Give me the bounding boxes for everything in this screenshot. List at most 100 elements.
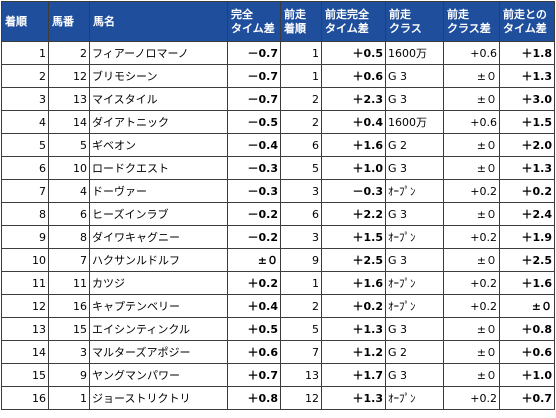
prev-rank-cell: 5 (280, 156, 322, 180)
table-row: 13 15 エイシンティンクル ＋0.5 5 ＋1.3 G 3 ±０ ＋0.8 (1, 317, 555, 341)
time-diff-cell: －0.3 (227, 156, 281, 180)
diff-vs-prev-cell: ＋1.5 (499, 110, 555, 134)
table-row: 9 8 ダイワキャグニー －0.2 3 ＋1.5 ｵｰﾌﾟﾝ +0.2 ＋1.9 (1, 225, 555, 249)
horse-name-cell: マイスタイル (89, 87, 228, 111)
table-row: 5 5 ギベオン －0.4 6 ＋1.6 G 2 ±０ ＋2.0 (1, 133, 555, 157)
horse-number-cell: 8 (48, 225, 90, 249)
prev-rank-cell: 3 (280, 179, 322, 203)
class-diff-cell: ±０ (443, 248, 500, 272)
finish-rank-cell: 1 (1, 41, 49, 65)
time-diff-cell: ＋0.5 (227, 317, 281, 341)
class-diff-cell: +0.6 (443, 110, 500, 134)
time-diff-cell: －0.2 (227, 225, 281, 249)
table-row: 10 7 ハクサンルドルフ ±０ 9 ＋2.5 G 3 ±０ ＋2.5 (1, 248, 555, 272)
diff-vs-prev-cell: ＋1.3 (499, 156, 555, 180)
diff-vs-prev-cell: ＋0.7 (499, 386, 555, 410)
header-horse-number: 馬番 (48, 1, 90, 42)
prev-rank-cell: 1 (280, 41, 322, 65)
prev-class-cell: G 3 (385, 363, 444, 387)
diff-vs-prev-cell: ＋2.4 (499, 202, 555, 226)
prev-class-cell: G 3 (385, 64, 444, 88)
horse-number-cell: 1 (48, 386, 90, 410)
horse-name-cell: ヤングマンパワー (89, 363, 228, 387)
time-diff-cell: ±０ (227, 248, 281, 272)
prev-rank-cell: 2 (280, 110, 322, 134)
prev-time-diff-cell: ＋1.3 (321, 386, 386, 410)
diff-vs-prev-cell: ＋2.0 (499, 133, 555, 157)
prev-time-diff-cell: ＋1.6 (321, 271, 386, 295)
finish-rank-cell: 7 (1, 179, 49, 203)
class-diff-cell: +0.6 (443, 41, 500, 65)
prev-time-diff-cell: ＋1.2 (321, 340, 386, 364)
class-diff-cell: +0.2 (443, 271, 500, 295)
class-diff-cell: +0.2 (443, 179, 500, 203)
diff-vs-prev-cell: ＋1.8 (499, 41, 555, 65)
prev-rank-cell: 2 (280, 294, 322, 318)
prev-time-diff-cell: －0.3 (321, 179, 386, 203)
prev-time-diff-cell: ＋0.4 (321, 110, 386, 134)
horse-name-cell: キャプテンベリー (89, 294, 228, 318)
finish-rank-cell: 10 (1, 248, 49, 272)
finish-rank-cell: 13 (1, 317, 49, 341)
horse-number-cell: 15 (48, 317, 90, 341)
horse-number-cell: 2 (48, 41, 90, 65)
diff-vs-prev-cell: ＋0.2 (499, 179, 555, 203)
time-diff-cell: ＋0.8 (227, 386, 281, 410)
diff-vs-prev-cell: ＋3.0 (499, 87, 555, 111)
prev-class-cell: G 3 (385, 202, 444, 226)
horse-number-cell: 12 (48, 64, 90, 88)
time-diff-cell: －0.2 (227, 202, 281, 226)
table-row: 14 3 マルターズアポジー ＋0.6 7 ＋1.2 G 2 ±０ ＋0.6 (1, 340, 555, 364)
horse-name-cell: ブリモシーン (89, 64, 228, 88)
class-diff-cell: ±０ (443, 64, 500, 88)
diff-vs-prev-cell: ＋1.6 (499, 271, 555, 295)
class-diff-cell: +0.2 (443, 225, 500, 249)
time-diff-cell: ＋0.4 (227, 294, 281, 318)
class-diff-cell: ±０ (443, 340, 500, 364)
prev-class-cell: G 3 (385, 248, 444, 272)
class-diff-cell: ±０ (443, 156, 500, 180)
table-row: 3 13 マイスタイル －0.7 2 ＋2.3 G 3 ±０ ＋3.0 (1, 87, 555, 111)
horse-name-cell: ジョーストリクトリ (89, 386, 228, 410)
time-diff-cell: ＋0.2 (227, 271, 281, 295)
class-diff-cell: ±０ (443, 317, 500, 341)
table-row: 16 1 ジョーストリクトリ ＋0.8 12 ＋1.3 ｵｰﾌﾟﾝ +0.2 ＋0.7 (1, 386, 555, 410)
prev-rank-cell: 5 (280, 317, 322, 341)
time-diff-cell: －0.7 (227, 41, 281, 65)
diff-vs-prev-cell: ＋1.9 (499, 225, 555, 249)
horse-number-cell: 13 (48, 87, 90, 111)
header-class-diff: 前走 クラス差 (443, 1, 500, 42)
prev-time-diff-cell: ＋2.3 (321, 87, 386, 111)
finish-rank-cell: 6 (1, 156, 49, 180)
time-diff-cell: －0.4 (227, 133, 281, 157)
prev-rank-cell: 6 (280, 202, 322, 226)
time-diff-cell: －0.7 (227, 64, 281, 88)
finish-rank-cell: 16 (1, 386, 49, 410)
table-body: 1 2 フィアーノロマーノ －0.7 1 ＋0.5 1600万 +0.6 ＋1.8 2 12 ブリモシ… (1, 41, 555, 410)
prev-rank-cell: 1 (280, 64, 322, 88)
prev-time-diff-cell: ＋2.5 (321, 248, 386, 272)
horse-name-cell: エイシンティンクル (89, 317, 228, 341)
horse-number-cell: 10 (48, 156, 90, 180)
horse-name-cell: ダイアトニック (89, 110, 228, 134)
horse-number-cell: 5 (48, 133, 90, 157)
table-row: 2 12 ブリモシーン －0.7 1 ＋0.6 G 3 ±０ ＋1.3 (1, 64, 555, 88)
prev-time-diff-cell: ＋2.2 (321, 202, 386, 226)
table-row: 11 11 カツジ ＋0.2 1 ＋1.6 ｵｰﾌﾟﾝ +0.2 ＋1.6 (1, 271, 555, 295)
prev-rank-cell: 12 (280, 386, 322, 410)
diff-vs-prev-cell: ＋1.3 (499, 64, 555, 88)
diff-vs-prev-cell: ＋0.6 (499, 340, 555, 364)
finish-rank-cell: 4 (1, 110, 49, 134)
prev-rank-cell: 2 (280, 87, 322, 111)
prev-class-cell: G 3 (385, 317, 444, 341)
prev-class-cell: ｵｰﾌﾟﾝ (385, 271, 444, 295)
horse-name-cell: ドーヴァー (89, 179, 228, 203)
horse-number-cell: 6 (48, 202, 90, 226)
horse-name-cell: ダイワキャグニー (89, 225, 228, 249)
header-horse-name: 馬名 (89, 1, 228, 42)
prev-class-cell: G 2 (385, 340, 444, 364)
prev-rank-cell: 7 (280, 340, 322, 364)
prev-time-diff-cell: ＋1.0 (321, 156, 386, 180)
horse-name-cell: カツジ (89, 271, 228, 295)
